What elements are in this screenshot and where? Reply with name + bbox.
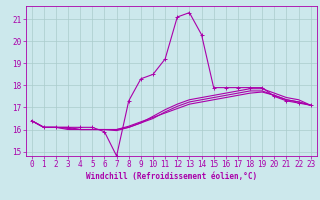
- X-axis label: Windchill (Refroidissement éolien,°C): Windchill (Refroidissement éolien,°C): [86, 172, 257, 181]
